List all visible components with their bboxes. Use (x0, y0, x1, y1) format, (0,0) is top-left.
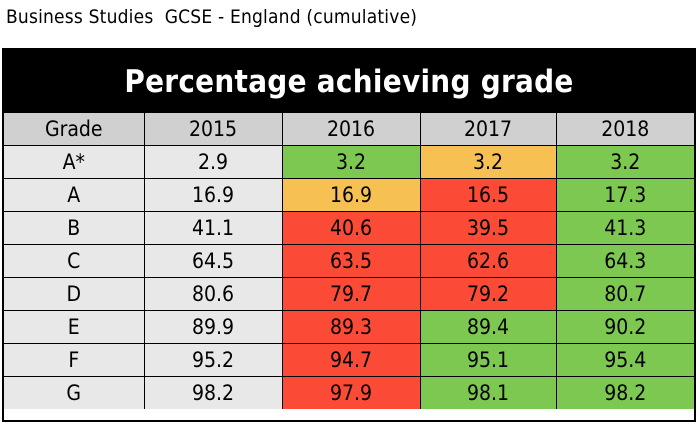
table-row: A 16.9 16.9 16.5 17.3 (4, 178, 694, 212)
value-cell: 98.1 (419, 376, 557, 409)
value-cell: 41.3 (555, 211, 694, 245)
table-row: F 95.2 94.7 95.1 95.4 (4, 343, 694, 377)
value-cell: 16.5 (419, 178, 557, 212)
value-cell: 79.7 (281, 277, 421, 311)
value-cell: 17.3 (555, 178, 694, 212)
value-cell: 40.6 (281, 211, 421, 245)
grade-percentage-table: Grade 2015 2016 2017 2018 A* 2.9 3.2 3.2… (4, 113, 694, 409)
value-cell: 3.2 (419, 145, 557, 179)
table-row: D 80.6 79.7 79.2 80.7 (4, 277, 694, 311)
header-grade: Grade (4, 113, 145, 146)
page-caption: Business Studies GCSE - England (cumulat… (6, 6, 418, 28)
value-cell: 2.9 (143, 145, 283, 179)
header-year-2018: 2018 (555, 113, 694, 146)
header-year-2015: 2015 (143, 113, 283, 146)
grade-cell: C (4, 244, 145, 278)
grade-cell: A* (4, 145, 145, 179)
table-banner-title: Percentage achieving grade (4, 50, 694, 113)
value-cell: 90.2 (555, 310, 694, 344)
header-row: Grade 2015 2016 2017 2018 (4, 113, 694, 146)
value-cell: 89.3 (281, 310, 421, 344)
table-row: G 98.2 97.9 98.1 98.2 (4, 376, 694, 409)
value-cell: 41.1 (143, 211, 283, 245)
value-cell: 3.2 (281, 145, 421, 179)
value-cell: 95.2 (143, 343, 283, 377)
grade-cell: D (4, 277, 145, 311)
value-cell: 80.7 (555, 277, 694, 311)
grade-cell: E (4, 310, 145, 344)
value-cell: 63.5 (281, 244, 421, 278)
grade-cell: A (4, 178, 145, 212)
value-cell: 95.1 (419, 343, 557, 377)
value-cell: 98.2 (143, 376, 283, 409)
value-cell: 89.9 (143, 310, 283, 344)
value-cell: 89.4 (419, 310, 557, 344)
value-cell: 16.9 (143, 178, 283, 212)
value-cell: 64.5 (143, 244, 283, 278)
value-cell: 3.2 (555, 145, 694, 179)
grade-cell: F (4, 343, 145, 377)
value-cell: 39.5 (419, 211, 557, 245)
results-table-container: Percentage achieving grade Grade 2015 20… (2, 48, 696, 422)
value-cell: 64.3 (555, 244, 694, 278)
value-cell: 80.6 (143, 277, 283, 311)
table-row: E 89.9 89.3 89.4 90.2 (4, 310, 694, 344)
table-row: A* 2.9 3.2 3.2 3.2 (4, 145, 694, 179)
header-year-2017: 2017 (419, 113, 557, 146)
value-cell: 97.9 (281, 376, 421, 409)
value-cell: 95.4 (555, 343, 694, 377)
table-row: B 41.1 40.6 39.5 41.3 (4, 211, 694, 245)
table-row: C 64.5 63.5 62.6 64.3 (4, 244, 694, 278)
value-cell: 94.7 (281, 343, 421, 377)
grade-cell: G (4, 376, 145, 409)
header-year-2016: 2016 (281, 113, 421, 146)
grade-cell: B (4, 211, 145, 245)
value-cell: 16.9 (281, 178, 421, 212)
value-cell: 62.6 (419, 244, 557, 278)
value-cell: 79.2 (419, 277, 557, 311)
value-cell: 98.2 (555, 376, 694, 409)
